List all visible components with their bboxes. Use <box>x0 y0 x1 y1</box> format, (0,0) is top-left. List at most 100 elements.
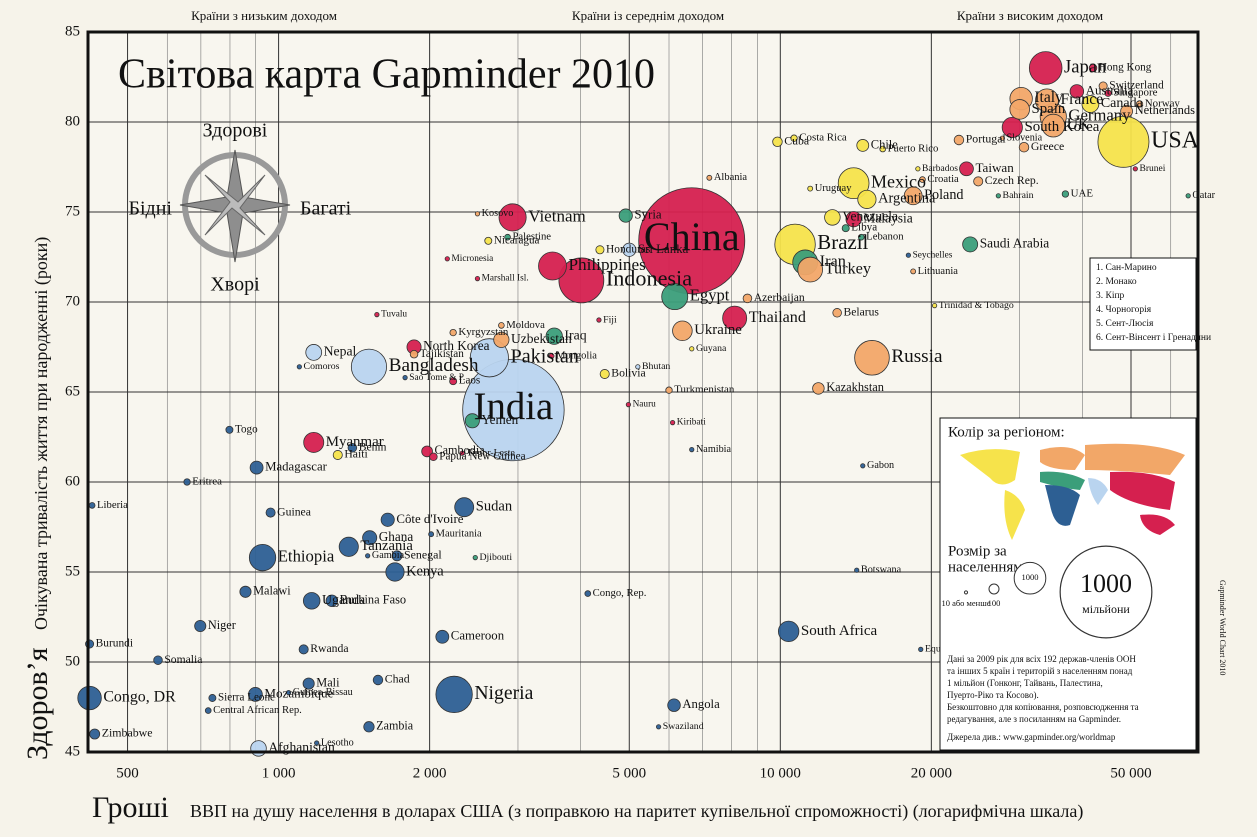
bubble <box>558 257 605 304</box>
bubble <box>250 740 267 757</box>
bubble-label: Turkmenistan <box>674 384 735 396</box>
bubble-label: Pakistan <box>510 345 578 367</box>
bubble-label: Gabon <box>867 460 894 471</box>
bubble <box>421 445 433 458</box>
bubble <box>879 145 887 153</box>
bubble-label: Uzbekistan <box>511 331 572 346</box>
bubble <box>599 369 610 379</box>
territory-item: 6. Сент-Вінсент і Гренадини <box>1096 333 1211 343</box>
bubble <box>385 562 405 582</box>
income-band: Країни із середнім доходом <box>572 8 724 23</box>
bubble <box>959 161 974 177</box>
bubble-label: Costa Rica <box>799 132 847 144</box>
plot-frame <box>86 30 1200 754</box>
map-region <box>1140 514 1175 535</box>
bubble-label: Chad <box>385 672 410 686</box>
size-legend-circle <box>988 583 1000 595</box>
bubble <box>856 139 870 152</box>
income-band: Країни з високим доходом <box>957 8 1103 23</box>
bubble-label: Mauritania <box>436 529 482 540</box>
bubble <box>449 377 458 386</box>
bubble-label: South Africa <box>801 623 878 639</box>
bubble-label: Brunei <box>1140 164 1166 174</box>
bubble <box>409 349 419 359</box>
bubble <box>812 382 825 395</box>
bubble <box>332 450 343 460</box>
bubble-label: Timor-Leste <box>466 447 515 458</box>
bubble-label: France <box>1060 91 1103 108</box>
legend-note: Джерела див.: www.gapminder.org/worldmap <box>947 732 1116 742</box>
bubble <box>338 536 359 557</box>
map-region <box>1040 471 1085 490</box>
bubble <box>995 193 1001 199</box>
bubble <box>1081 95 1100 113</box>
bubble-label: Palestine <box>512 231 551 243</box>
bubble-label: Cameroon <box>451 629 505 643</box>
bubble-label: UAE <box>1071 188 1094 200</box>
y-label: Очікувана тривалість життя при народженн… <box>31 237 52 630</box>
bubble-label: Mexico <box>871 171 926 191</box>
bubble-label: Venezuela <box>842 209 898 224</box>
bubble <box>77 685 102 711</box>
bubble-label: Malawi <box>253 584 291 598</box>
bubble-label: Lebanon <box>866 231 904 243</box>
bubble <box>665 386 673 394</box>
bubble-label: Eritrea <box>192 476 222 488</box>
territories-frame <box>1089 257 1197 351</box>
bubble <box>919 176 926 183</box>
size-legend-big-label: 1000 <box>1080 569 1132 598</box>
bubble <box>472 554 478 561</box>
territory-item: 4. Чорногорія <box>1096 305 1152 315</box>
bubble-label: Central African Rep. <box>213 704 302 716</box>
bubble-label: Honduras <box>606 243 651 255</box>
size-legend-big-unit: мільйони <box>1082 602 1130 616</box>
bubble-label: Bangladesh <box>389 355 479 376</box>
x-tick-label: 5 000 <box>612 765 646 781</box>
bubble <box>302 677 315 690</box>
bubble <box>249 460 264 475</box>
bubble <box>962 236 979 253</box>
bubble-label: Mali <box>316 675 340 689</box>
bubble-label: Somalia <box>164 653 202 666</box>
legend-note: Пуерто-Ріко та Косово). <box>947 690 1039 700</box>
bubble <box>1132 166 1138 172</box>
bubble <box>459 450 465 456</box>
bubble-label: Liberia <box>97 499 128 511</box>
bubble-label: Norway <box>1145 98 1181 110</box>
bubble-label: Tajikistan <box>420 348 464 360</box>
bubble-label: Sri Lanka <box>638 242 689 256</box>
territory-item: 3. Кіпр <box>1096 291 1125 301</box>
bubble <box>854 567 860 573</box>
bubble <box>372 674 384 686</box>
bubble <box>350 348 388 385</box>
size-legend-label: 1000 <box>1022 572 1039 582</box>
bubble-label: Libya <box>851 222 877 234</box>
bubble <box>474 275 481 282</box>
bubble-label: India <box>474 385 554 428</box>
bubble-label: Marshall Isl. <box>482 274 529 284</box>
bubble <box>841 224 850 233</box>
bubble-label: Albania <box>714 172 748 183</box>
bubble-label: Guyana <box>696 343 727 354</box>
bubble <box>915 166 921 172</box>
region-map <box>960 443 1185 540</box>
bubble <box>1041 113 1066 138</box>
bubble <box>596 317 602 323</box>
bubble <box>302 592 321 610</box>
bubble <box>635 364 641 370</box>
bubble-label: Indonesia <box>606 265 692 290</box>
bubble-label: Micronesia <box>451 254 493 264</box>
bubble-label: Comoros <box>304 361 340 372</box>
bubble-label: UK <box>1067 116 1090 133</box>
bubble-label: Portugal <box>966 132 1007 146</box>
bubble <box>449 328 457 337</box>
bubble-label: Philippines <box>568 255 646 274</box>
bubble-label: Saudi Arabia <box>980 235 1050 250</box>
bubble <box>265 507 276 518</box>
bubble <box>225 425 234 434</box>
compass <box>179 149 291 263</box>
bubble <box>689 446 695 453</box>
bubble <box>183 478 191 486</box>
legend-note: та інших 5 країн і територій з населення… <box>947 666 1133 676</box>
